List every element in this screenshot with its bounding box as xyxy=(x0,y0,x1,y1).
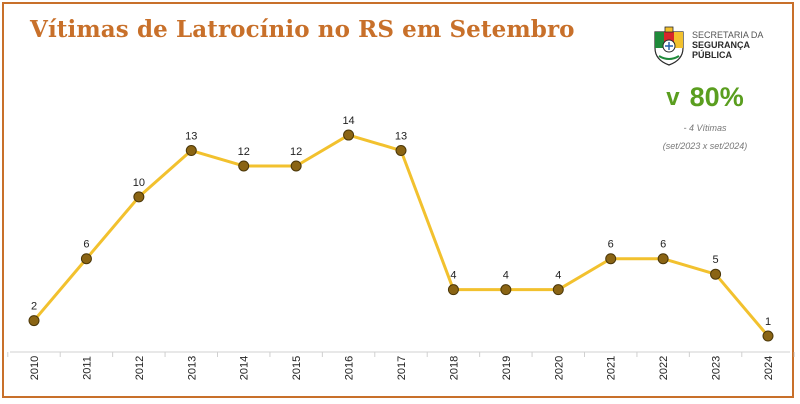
x-tick-label: 2019 xyxy=(501,356,513,380)
data-label: 13 xyxy=(185,131,197,143)
chart-title: Vítimas de Latrocínio no RS em Setembro xyxy=(30,16,575,43)
kpi-period: (set/2023 x set/2024) xyxy=(662,141,748,151)
data-point xyxy=(657,253,669,265)
data-label: 13 xyxy=(395,131,407,143)
x-tick-label: 2012 xyxy=(134,356,146,380)
data-label: 6 xyxy=(608,239,614,251)
data-point xyxy=(290,160,302,172)
x-tick-label: 2015 xyxy=(291,356,303,380)
organization-name: SECRETARIA DA SEGURANÇA PÚBLICA xyxy=(692,30,763,60)
kpi-panel: v 80% - 4 Vítimas (set/2023 x set/2024) xyxy=(650,82,760,151)
x-tick-labels: 2010 2011 2012 2013 2014 2015 2016 2017 2018 2019… xyxy=(29,356,775,380)
data-label: 2 xyxy=(31,301,37,313)
x-tick-label: 2017 xyxy=(396,356,408,380)
data-labels: 2 6 10 13 12 12 14 13 4 4 4 6 6 5 1 xyxy=(31,115,771,328)
series-line xyxy=(32,133,770,338)
data-point xyxy=(500,284,512,296)
data-point xyxy=(185,145,197,157)
data-label: 6 xyxy=(660,239,666,251)
data-label: 4 xyxy=(503,270,509,282)
data-point xyxy=(343,129,355,141)
x-tick-label: 2018 xyxy=(448,356,460,380)
data-point xyxy=(28,315,40,327)
chart-frame xyxy=(2,2,794,398)
data-point xyxy=(552,284,564,296)
x-tick-label: 2016 xyxy=(344,356,356,380)
x-tick-marks xyxy=(7,352,795,357)
data-label: 5 xyxy=(713,254,719,266)
data-point xyxy=(80,253,92,265)
x-tick-label: 2011 xyxy=(81,356,93,380)
data-point xyxy=(133,191,145,203)
data-point xyxy=(395,145,407,157)
x-tick-label: 2013 xyxy=(186,356,198,380)
data-point xyxy=(605,253,617,265)
data-point xyxy=(710,268,722,280)
org-line-2: SEGURANÇA xyxy=(692,40,751,50)
x-tick-label: 2024 xyxy=(763,356,775,380)
data-label: 12 xyxy=(290,146,302,158)
kpi-victims-change: - 4 Vítimas xyxy=(683,123,727,133)
data-label: 12 xyxy=(238,146,250,158)
data-label: 4 xyxy=(450,270,456,282)
x-tick-label: 2021 xyxy=(606,356,618,380)
data-label: 6 xyxy=(83,239,89,251)
rs-coat-of-arms-icon xyxy=(654,26,684,66)
x-tick-label: 2014 xyxy=(239,356,251,380)
data-label: 1 xyxy=(765,316,771,328)
x-tick-label: 2020 xyxy=(553,356,565,380)
kpi-percentage: 80% xyxy=(689,82,744,112)
org-line-1: SECRETARIA DA xyxy=(692,30,764,40)
data-point xyxy=(238,160,250,172)
decrease-arrow-icon: v xyxy=(666,83,680,111)
data-label: 4 xyxy=(555,270,561,282)
data-label: 10 xyxy=(133,177,145,189)
org-line-3: PÚBLICA xyxy=(692,50,732,60)
data-point xyxy=(762,330,774,342)
x-tick-label: 2022 xyxy=(658,356,670,380)
x-tick-label: 2010 xyxy=(29,356,41,380)
data-label: 14 xyxy=(342,115,354,127)
x-tick-label: 2023 xyxy=(711,356,723,380)
data-points xyxy=(28,129,774,342)
data-point xyxy=(447,284,459,296)
